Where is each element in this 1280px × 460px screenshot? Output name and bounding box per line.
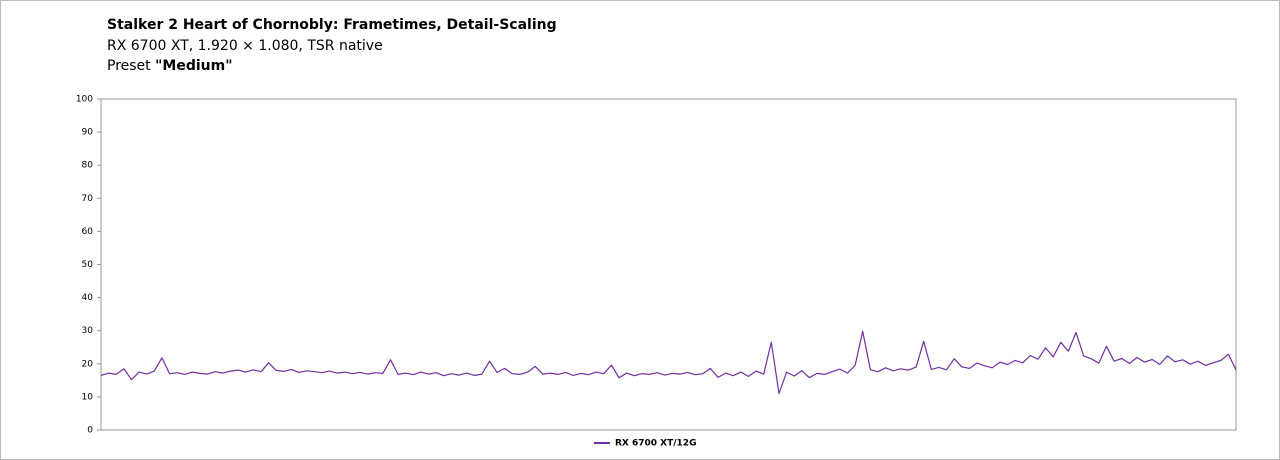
- y-tick-label: 80: [82, 161, 94, 171]
- preset-value: "Medium": [155, 58, 232, 74]
- legend-label: RX 6700 XT/12G: [615, 439, 696, 449]
- y-tick-label: 70: [82, 194, 94, 204]
- chart-title: Stalker 2 Heart of Chornobly: Frametimes…: [107, 17, 557, 33]
- y-tick-label: 0: [87, 426, 93, 436]
- y-tick-label: 10: [82, 392, 94, 402]
- y-tick-label: 90: [82, 128, 94, 138]
- y-tick-label: 50: [82, 260, 94, 270]
- y-tick-label: 100: [76, 95, 93, 105]
- y-tick-label: 20: [82, 359, 94, 369]
- y-tick-label: 60: [82, 227, 94, 237]
- y-tick-label: 40: [82, 293, 94, 303]
- preset-label: Preset: [107, 58, 151, 74]
- y-tick-label: 30: [82, 326, 94, 336]
- chart-subtitle: Preset "Medium": [107, 58, 233, 74]
- series-line: [100, 330, 1237, 395]
- chart-subtitle: RX 6700 XT, 1.920 × 1.080, TSR native: [107, 38, 383, 54]
